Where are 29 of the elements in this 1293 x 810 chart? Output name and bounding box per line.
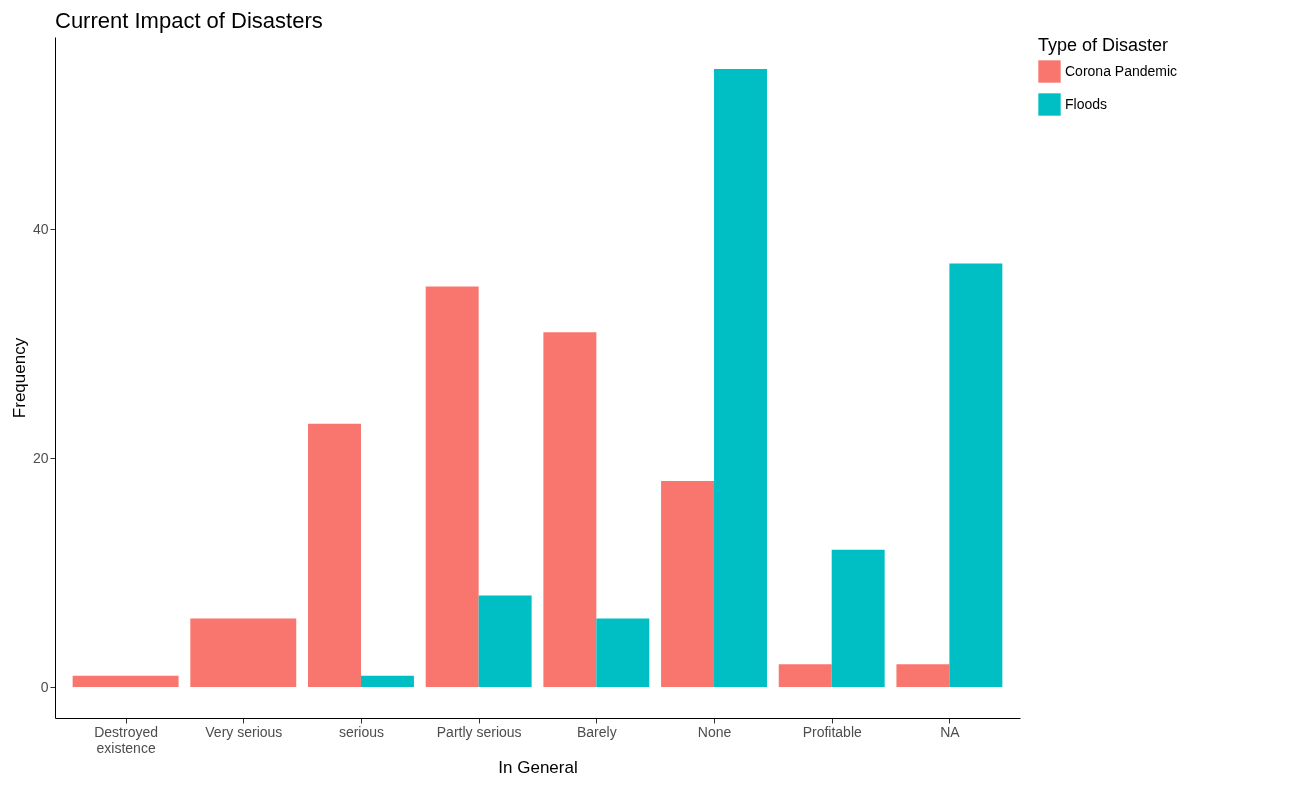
bar bbox=[596, 618, 650, 688]
y-tick-label: 0 bbox=[40, 678, 49, 695]
x-tick-label: Destroyed existence bbox=[94, 723, 159, 756]
x-tick-label: NA bbox=[940, 723, 961, 740]
x-tick-label: Profitable bbox=[802, 723, 862, 740]
bar bbox=[831, 549, 885, 688]
bar bbox=[661, 481, 715, 688]
x-tick-label: Very serious bbox=[205, 723, 283, 740]
bar bbox=[425, 286, 479, 688]
bar bbox=[543, 332, 597, 688]
legend-title: Type of Disaster bbox=[1038, 35, 1169, 55]
x-axis-title: In General bbox=[498, 757, 578, 777]
bar bbox=[896, 664, 950, 688]
chart-title: Current Impact of Disasters bbox=[55, 8, 323, 33]
y-tick-label: 20 bbox=[32, 449, 49, 466]
x-tick-label: None bbox=[697, 723, 732, 740]
x-tick-label: Barely bbox=[577, 723, 617, 740]
y-axis-title: Frequency bbox=[9, 337, 29, 419]
bar bbox=[714, 69, 767, 688]
bar bbox=[360, 675, 414, 688]
x-tick-label: serious bbox=[338, 723, 385, 740]
legend-label: Corona Pandemic bbox=[1065, 62, 1178, 79]
bar bbox=[949, 263, 1003, 688]
y-tick-label: 40 bbox=[32, 220, 49, 237]
bar bbox=[308, 423, 361, 688]
x-tick-label: Partly serious bbox=[436, 723, 522, 740]
legend-label: Floods bbox=[1065, 95, 1108, 112]
bar bbox=[478, 595, 532, 688]
bar bbox=[778, 664, 832, 688]
